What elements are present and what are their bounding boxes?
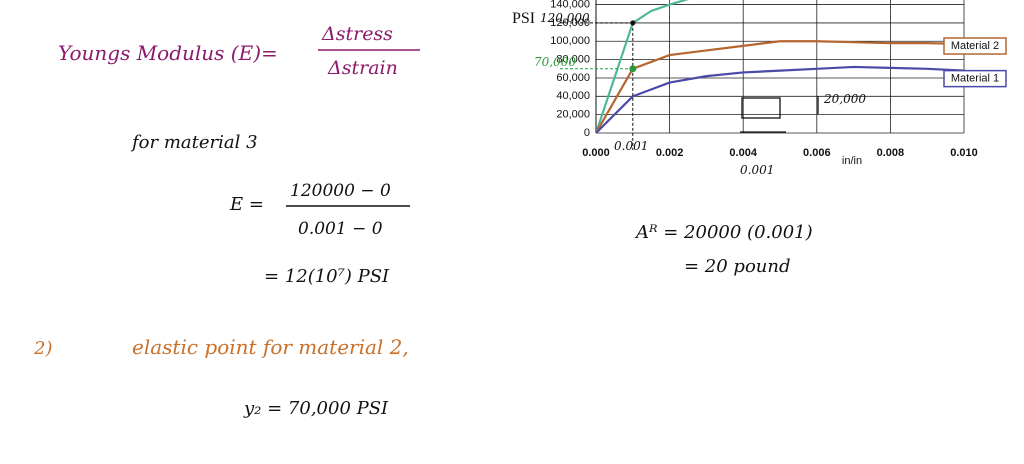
- denominator: Δstrain: [327, 57, 398, 79]
- y-tick-label: 100,000: [550, 35, 590, 47]
- plot-area: [596, 0, 964, 134]
- marker-dot: [630, 20, 636, 26]
- sketch-box: [741, 97, 781, 119]
- legend-box: [943, 69, 1007, 88]
- y-tick-label: 60,000: [556, 72, 590, 84]
- numerator: Δstress: [321, 23, 393, 45]
- x-tick-label: 0.008: [877, 147, 905, 159]
- youngs-label: Youngs Modulus (E)=: [58, 41, 278, 65]
- yield-value: y₂ = 70,000 PSI: [243, 398, 389, 419]
- notes: Youngs Modulus (E)= Δstress Δstrain for …: [33, 23, 813, 419]
- legend-label: Material 2: [951, 40, 999, 52]
- chart-background: [596, 0, 1010, 172]
- e-label: E =: [229, 194, 264, 215]
- annotation: 70,000: [534, 55, 576, 69]
- x-tick-label: 0.006: [803, 147, 831, 159]
- x-tick-label: 0.002: [656, 147, 684, 159]
- chart: 020,00040,00060,00080,000100,000120,0001…: [550, 0, 1010, 172]
- y-tick-label: 140,000: [550, 0, 590, 10]
- series-line: [596, 0, 689, 134]
- y-tick-label: 0: [584, 127, 590, 139]
- marker-dot: [629, 65, 637, 73]
- material3-heading: for material 3: [130, 132, 258, 153]
- series-line: [596, 40, 964, 134]
- elastic-heading: elastic point for material 2,: [132, 335, 409, 359]
- annotation: 20,000: [823, 92, 866, 106]
- e-numerator: 120000 − 0: [290, 181, 391, 201]
- annotation: 0.001: [740, 163, 774, 177]
- y-tick-label: 40,000: [556, 90, 590, 102]
- item-number: 2): [33, 338, 52, 359]
- area-result: = 20 pound: [684, 256, 791, 277]
- x-tick-label: 0.000: [582, 147, 610, 159]
- series-line: [596, 65, 964, 134]
- legend-label: Material 1: [951, 73, 999, 85]
- y-tick-label: 20,000: [556, 109, 590, 121]
- e-result: = 12(10⁷) PSI: [264, 266, 390, 287]
- y-tick-label: 80,000: [556, 54, 590, 66]
- area-formula: Aᴿ = 20000 (0.001): [634, 222, 813, 243]
- annotation: 0.001: [614, 139, 648, 153]
- y-axis-label: PSI: [512, 10, 535, 27]
- x-axis-label: in/in: [842, 155, 862, 167]
- e-denominator: 0.001 − 0: [298, 219, 383, 239]
- legend-box: [943, 37, 1007, 55]
- x-tick-label: 0.004: [729, 147, 757, 159]
- annotation: 120,000: [540, 11, 590, 25]
- x-tick-label: 0.010: [950, 147, 978, 159]
